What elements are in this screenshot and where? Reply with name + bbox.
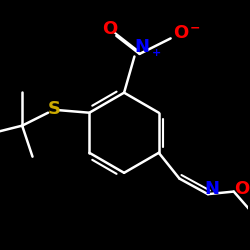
Text: N: N xyxy=(135,38,150,56)
Text: N: N xyxy=(204,180,219,198)
Text: O: O xyxy=(234,180,249,198)
Text: S: S xyxy=(48,100,61,118)
Text: +: + xyxy=(152,48,161,58)
Text: −: − xyxy=(190,22,200,35)
Text: O: O xyxy=(173,24,188,42)
Text: O: O xyxy=(102,20,118,38)
